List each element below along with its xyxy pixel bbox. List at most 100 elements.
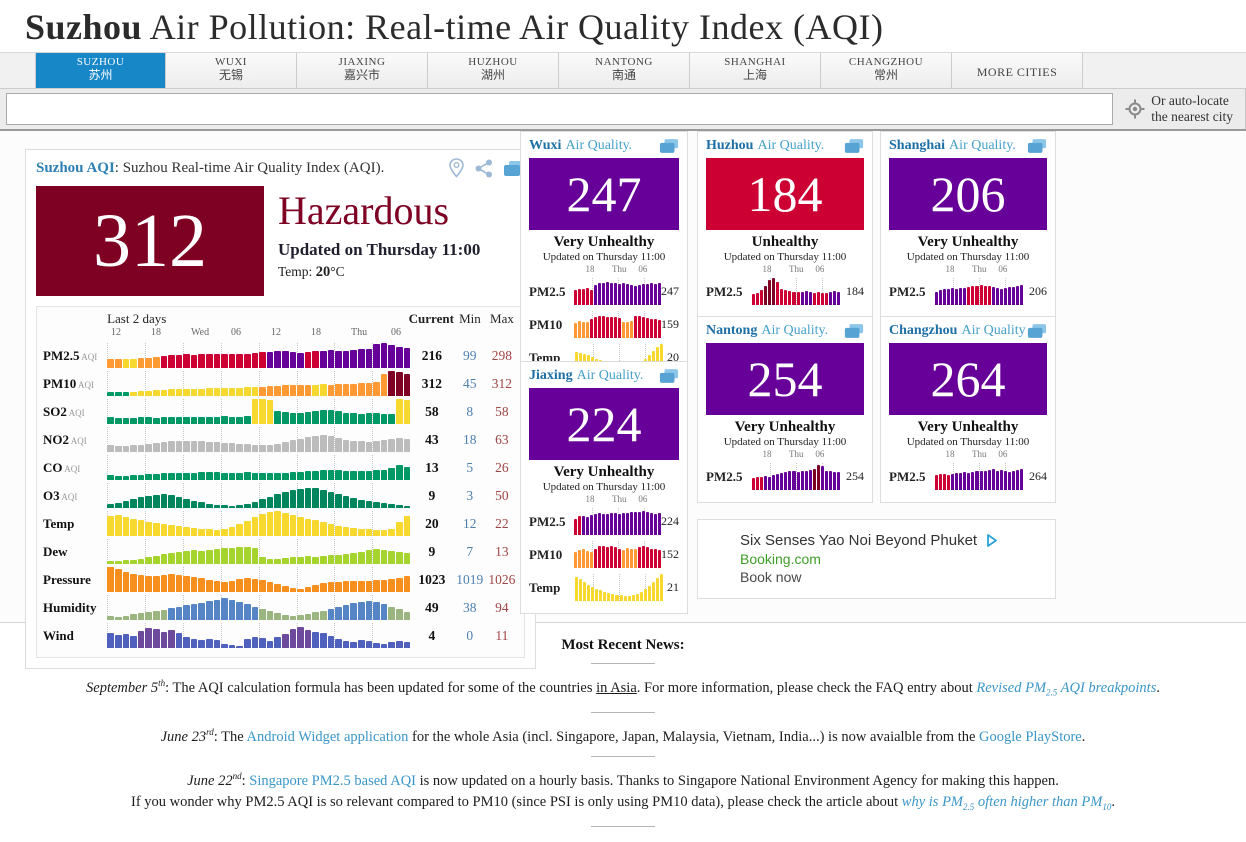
widget-windows-icon[interactable] bbox=[844, 138, 864, 154]
card-aqi-value-wuxi: 247 bbox=[529, 158, 679, 230]
trend-chart-pressure bbox=[107, 567, 411, 592]
tab-huzhou[interactable]: HUZHOU 湖州 bbox=[428, 53, 559, 88]
card-aqi-level: Unhealthy bbox=[751, 234, 819, 250]
card-chart-row-pm10: PM10 152 bbox=[529, 541, 679, 568]
card-city-link-shanghai[interactable]: Shanghai bbox=[889, 138, 946, 153]
aqi-value-box: 312 bbox=[36, 186, 264, 296]
news-title: Most Recent News: bbox=[561, 637, 685, 653]
chart-row-co: CO AQI 13 5 26 bbox=[43, 455, 518, 480]
city-card-huzhou: Huzhou Air Quality. 184 Unhealthy Updated on… bbox=[697, 131, 873, 318]
news-link[interactable]: Revised PM bbox=[976, 679, 1047, 696]
news-link[interactable]: why is PM bbox=[901, 794, 964, 811]
news-text: th bbox=[158, 678, 166, 688]
trend-chart-dew bbox=[107, 539, 411, 564]
axis-tick: 06 bbox=[391, 327, 401, 338]
col-header-current: Current bbox=[408, 311, 454, 326]
trend-chart-table: Last 2 days Current Min Max 12 18 Wed 06 12 1… bbox=[36, 306, 525, 658]
trend-chart-wind bbox=[107, 623, 411, 648]
tab-wuxi[interactable]: WUXI 无锡 bbox=[166, 53, 297, 88]
news-text: : The bbox=[213, 728, 247, 745]
adchoices-icon[interactable] bbox=[985, 533, 1000, 548]
page-title: Suzhou Air Pollution: Real-time Air Qual… bbox=[25, 6, 1246, 48]
news-text: June 22 bbox=[187, 772, 233, 789]
news-line: If you wonder why PM2.5 AQI is so releva… bbox=[30, 792, 1216, 817]
tab-more-cities[interactable]: MORE CITIES bbox=[952, 53, 1083, 88]
panel-title-rest: : Suzhou Real-time Air Quality Index (AQ… bbox=[114, 159, 385, 176]
news-link[interactable]: Singapore PM2.5 based AQI bbox=[249, 772, 417, 789]
axis-tick: 18 bbox=[311, 327, 321, 338]
news-divider bbox=[591, 755, 655, 757]
tab-suzhou[interactable]: SUZHOU 苏州 bbox=[35, 53, 166, 88]
trend-chart-pm10 bbox=[107, 371, 411, 396]
axis-tick: Wed bbox=[191, 327, 210, 338]
chart-row-no2: NO2 AQI 43 18 63 bbox=[43, 427, 518, 452]
card-updated-label: Updated on Thursday 11:00 bbox=[723, 251, 847, 263]
widget-windows-icon[interactable] bbox=[659, 138, 679, 154]
page-title-city: Suzhou bbox=[25, 7, 143, 47]
card-city-link-nantong[interactable]: Nantong bbox=[706, 323, 758, 338]
trend-chart-no2 bbox=[107, 427, 411, 452]
card-aqi-level: Very Unhealthy bbox=[553, 464, 655, 480]
news-link[interactable]: 2.5 bbox=[1046, 687, 1058, 698]
news-line: June 23rd: The Android Widget applicatio… bbox=[30, 722, 1216, 747]
auto-locate-button[interactable]: Or auto-locate the nearest city bbox=[1119, 89, 1246, 129]
card-aqi-level: Very Unhealthy bbox=[553, 234, 655, 250]
card-updated-label: Updated on Thursday 11:00 bbox=[542, 481, 666, 493]
widget-windows-icon[interactable] bbox=[1027, 323, 1047, 339]
ad-title[interactable]: Six Senses Yao Noi Beyond Phuket bbox=[740, 532, 978, 549]
news-link[interactable]: 2.5 bbox=[963, 802, 975, 813]
city-card-wuxi: Wuxi Air Quality. 247 Very Unhealthy Updated… bbox=[520, 131, 688, 384]
news-text: rd bbox=[206, 726, 214, 737]
card-aqi-value-jiaxing: 224 bbox=[529, 388, 679, 460]
tab-changzhou[interactable]: CHANGZHOU 常州 bbox=[821, 53, 952, 88]
page-title-rest: Air Pollution: Real-time Air Quality Ind… bbox=[142, 7, 884, 47]
content-area: Suzhou AQI : Suzhou Real-time Air Qualit… bbox=[0, 131, 1246, 669]
widget-windows-icon[interactable] bbox=[1027, 138, 1047, 154]
news-link[interactable]: 10 bbox=[1102, 802, 1112, 813]
card-title-suffix: Air Quality bbox=[961, 323, 1026, 338]
chart-row-so2: SO2 AQI 58 8 58 bbox=[43, 399, 518, 424]
share-icon[interactable] bbox=[475, 159, 493, 178]
axis-tick: Thu bbox=[351, 327, 368, 338]
col-header-min: Min bbox=[459, 311, 481, 326]
card-city-link-huzhou[interactable]: Huzhou bbox=[706, 138, 754, 153]
news-divider bbox=[591, 826, 655, 828]
news-link[interactable]: Google PlayStore bbox=[979, 728, 1082, 745]
news-link[interactable]: AQI breakpoints bbox=[1057, 679, 1157, 696]
widget-windows-icon[interactable] bbox=[659, 368, 679, 384]
news-line: June 22nd: Singapore PM2.5 based AQI is … bbox=[30, 766, 1216, 791]
news-link[interactable]: often higher than PM bbox=[974, 794, 1103, 811]
trend-chart-pm25 bbox=[107, 343, 411, 368]
site-header: Suzhou Air Pollution: Real-time Air Qual… bbox=[0, 0, 1246, 52]
location-pin-icon[interactable] bbox=[448, 158, 465, 178]
tab-jiaxing[interactable]: JIAXING 嘉兴市 bbox=[297, 53, 428, 88]
news-link[interactable]: Android Widget application bbox=[246, 728, 409, 745]
card-chart-row-pm25: PM2.5 224 bbox=[529, 508, 679, 535]
news-text: . bbox=[1156, 679, 1160, 696]
news-text: . For more information, please check the… bbox=[636, 679, 977, 696]
trend-chart-so2 bbox=[107, 399, 411, 424]
ad-cta[interactable]: Book now bbox=[740, 569, 802, 585]
card-city-link-changzhou[interactable]: Changzhou bbox=[889, 323, 958, 338]
axis-tick: 18 bbox=[151, 327, 161, 338]
city-card-nantong: Nantong Air Quality. 254 Very Unhealthy Upda… bbox=[697, 316, 873, 503]
tab-shanghai[interactable]: SHANGHAI 上海 bbox=[690, 53, 821, 88]
aqi-updated-label: Updated on Thursday 11:00 bbox=[278, 240, 481, 259]
tab-nantong[interactable]: NANTONG 南通 bbox=[559, 53, 690, 88]
city-search-input[interactable] bbox=[6, 93, 1114, 125]
news-divider bbox=[591, 663, 655, 664]
widget-windows-icon[interactable] bbox=[844, 323, 864, 339]
card-chart-row-pm10: PM10 159 bbox=[529, 311, 679, 338]
card-city-link-jiaxing[interactable]: Jiaxing bbox=[529, 368, 573, 383]
col-header-max: Max bbox=[490, 311, 514, 326]
card-title-suffix: Air Quality. bbox=[949, 138, 1016, 153]
card-title-suffix: Air Quality. bbox=[757, 138, 825, 153]
ad-advertiser-link[interactable]: Booking.com bbox=[740, 551, 821, 567]
chart-row-temp: Temp 20 12 22 bbox=[43, 511, 518, 536]
card-chart-row-pm25: PM2.5 254 bbox=[706, 463, 864, 490]
news-text: . bbox=[1111, 794, 1115, 811]
card-city-link-wuxi[interactable]: Wuxi bbox=[529, 138, 562, 153]
chart-row-o3: O3 AQI 9 3 50 bbox=[43, 483, 518, 508]
card-chart-row-pm25: PM2.5 206 bbox=[889, 278, 1047, 305]
chart-legend: Last 2 days bbox=[107, 311, 167, 326]
